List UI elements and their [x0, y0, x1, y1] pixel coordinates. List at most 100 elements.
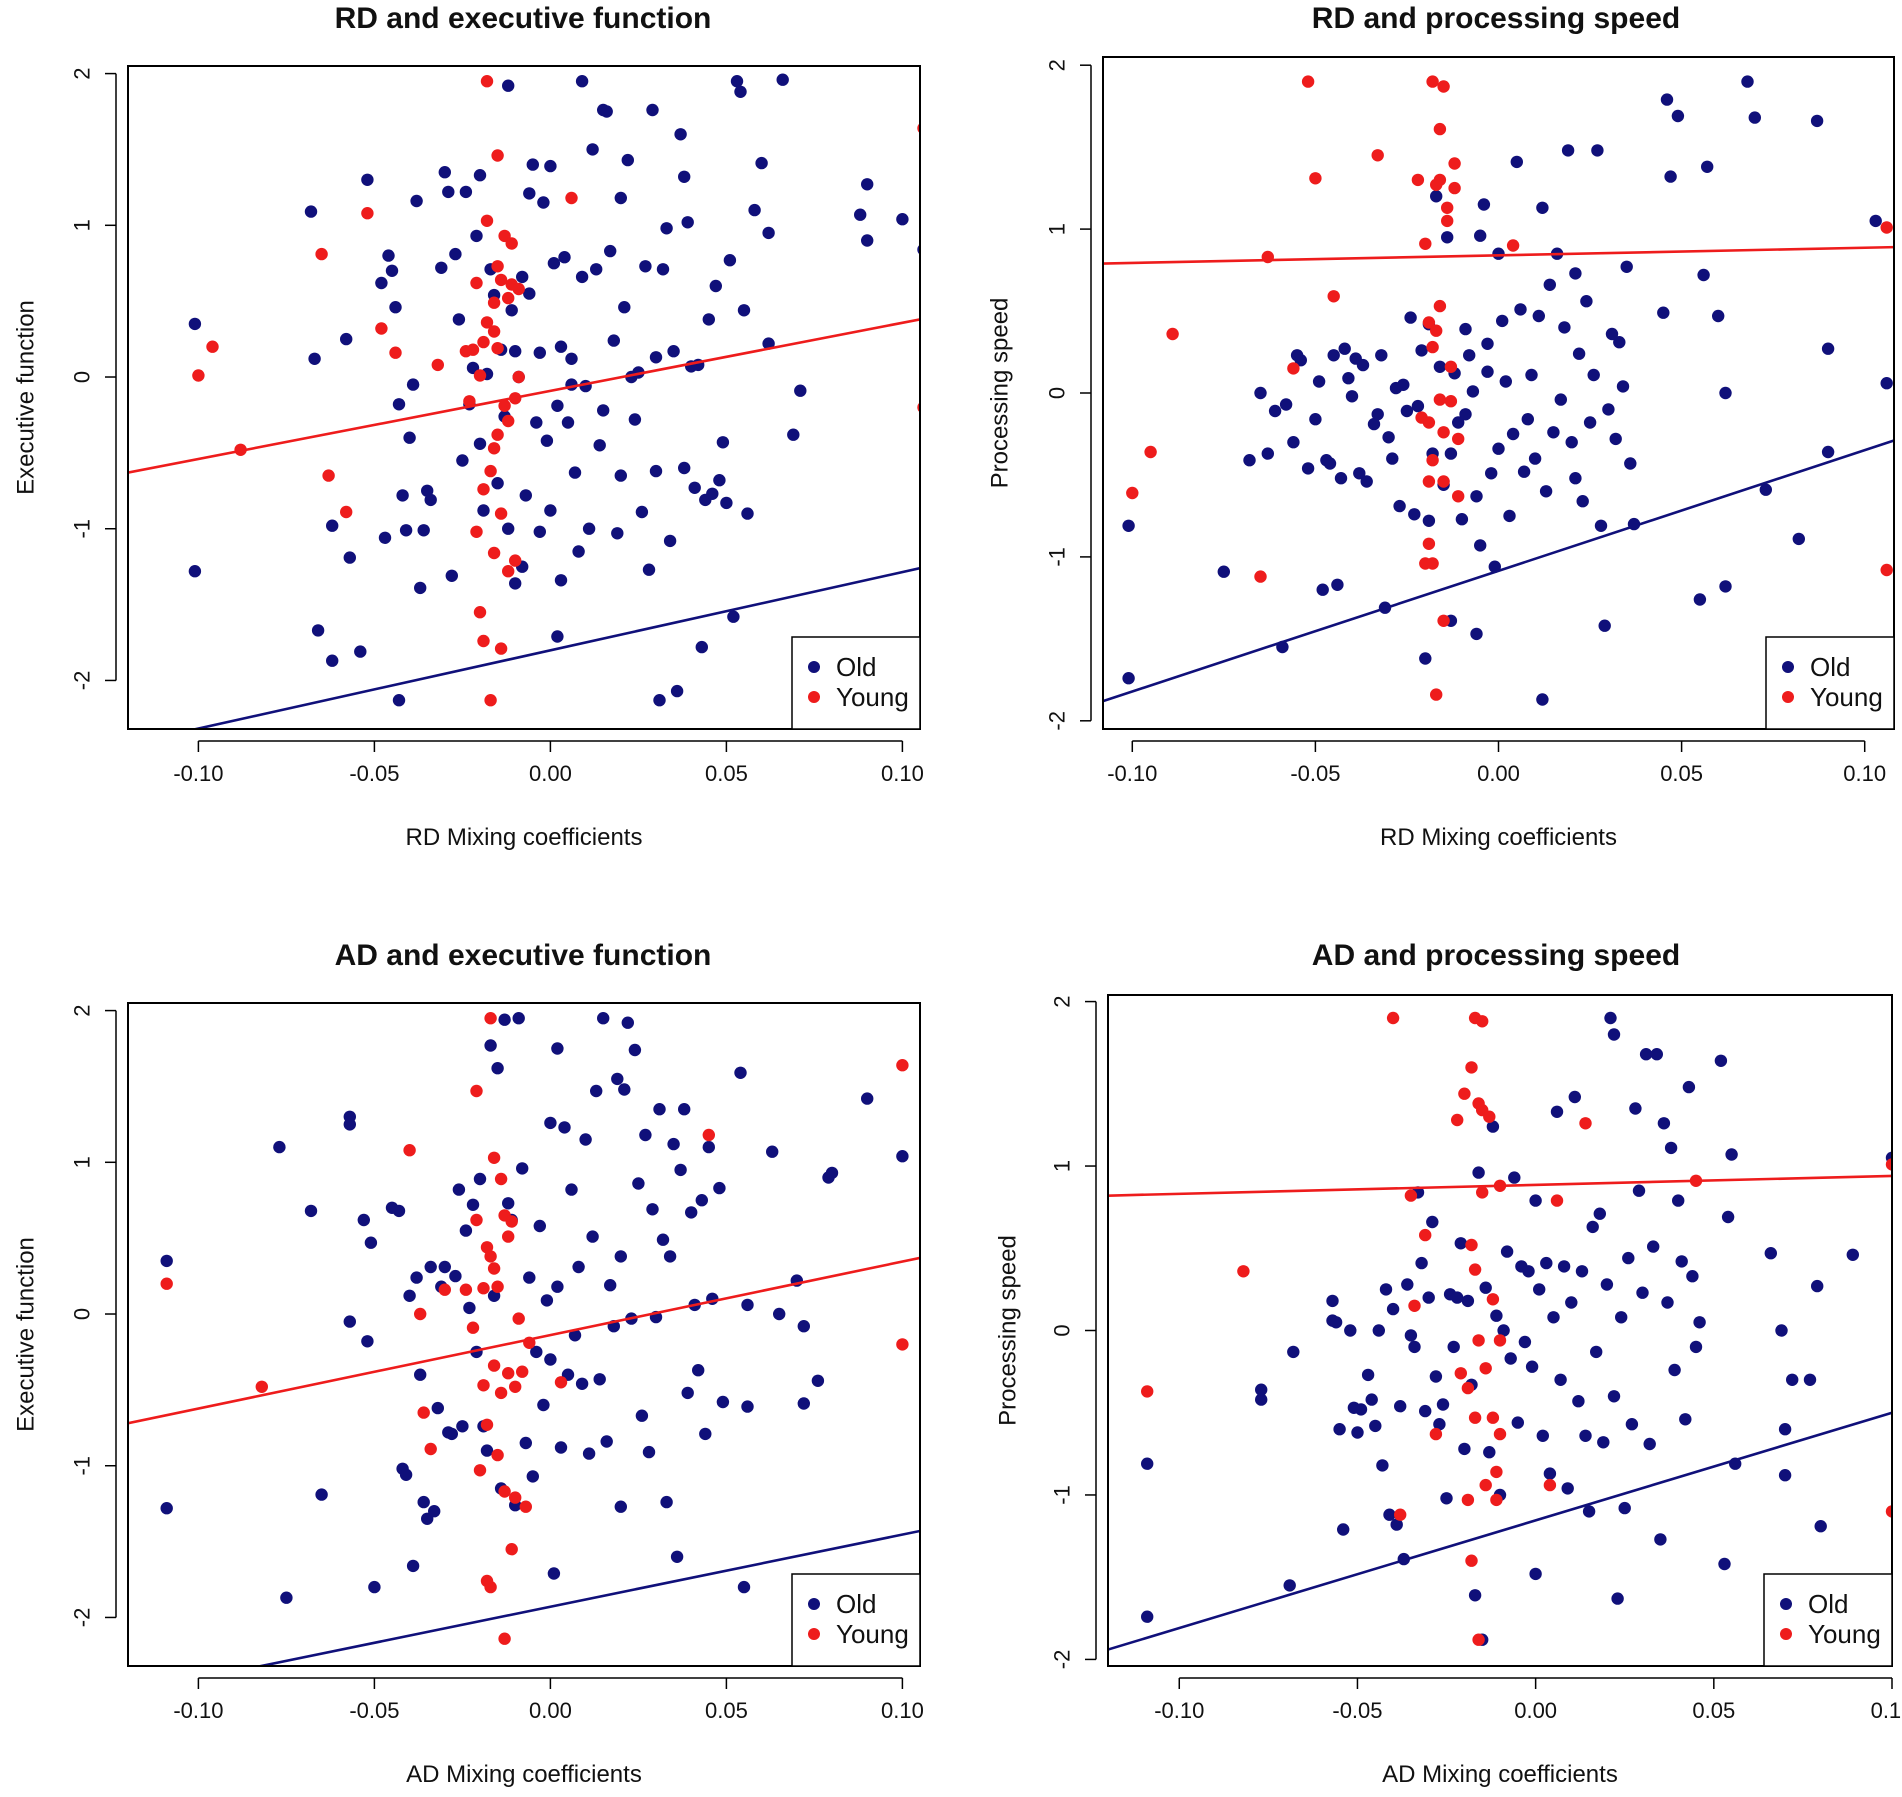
point-old	[160, 1254, 173, 1268]
point-old	[1525, 368, 1538, 382]
point-old	[593, 439, 606, 452]
point-old	[375, 276, 388, 290]
point-young	[554, 1376, 568, 1389]
point-old	[1429, 1370, 1443, 1383]
y-axis: -2 -1 0 1 2	[1045, 59, 1092, 731]
point-old	[1880, 377, 1893, 390]
point-old	[702, 1140, 715, 1154]
point-young	[1486, 1411, 1500, 1424]
point-old	[716, 1395, 730, 1409]
series-young	[192, 75, 920, 707]
point-old	[1615, 1311, 1628, 1324]
point-old	[1532, 309, 1546, 323]
y-axis: -2 -1 0 1 2	[70, 67, 117, 690]
point-old	[1481, 365, 1494, 378]
point-old	[1575, 1265, 1589, 1278]
point-old	[1376, 1459, 1389, 1472]
point-old	[1719, 580, 1732, 593]
x-axis-label: AD Mixing coefficients	[1382, 1761, 1618, 1788]
point-old	[382, 249, 395, 262]
point-young	[484, 694, 497, 707]
panel-title: RD and executive function	[335, 2, 712, 35]
point-old	[368, 1580, 381, 1594]
point-young	[516, 1365, 529, 1378]
point-old	[748, 203, 761, 217]
point-old	[414, 581, 427, 595]
point-old	[727, 610, 740, 623]
point-young	[315, 247, 328, 261]
point-young	[1493, 1334, 1507, 1347]
point-old	[399, 1468, 413, 1482]
point-old	[678, 170, 691, 183]
point-old	[1361, 1368, 1375, 1382]
point-old	[1712, 309, 1725, 323]
point-young	[512, 1312, 525, 1325]
point-old	[1255, 1383, 1268, 1396]
point-old	[417, 1495, 430, 1509]
point-old	[1323, 457, 1337, 470]
point-old	[734, 85, 747, 99]
point-old	[649, 464, 663, 478]
point-old	[512, 1012, 525, 1025]
point-old	[551, 630, 564, 643]
point-old	[551, 399, 564, 412]
point-young	[1490, 1493, 1503, 1507]
point-old	[431, 1401, 444, 1415]
point-old	[516, 270, 529, 284]
point-young	[487, 546, 501, 560]
point-old	[1671, 109, 1685, 123]
point-old	[773, 1307, 786, 1321]
point-young	[1426, 75, 1439, 88]
point-young	[477, 335, 490, 349]
point-young	[1429, 1427, 1443, 1441]
point-old	[1497, 1324, 1510, 1337]
y-tick-label: -1	[1045, 547, 1070, 567]
point-young	[470, 1084, 483, 1098]
point-old	[713, 474, 726, 487]
point-young	[1465, 1554, 1478, 1567]
plot-content	[1108, 1011, 1892, 1651]
point-old	[1461, 1294, 1475, 1308]
point-old	[611, 527, 624, 540]
point-old	[621, 153, 634, 167]
point-old	[526, 158, 539, 171]
point-old	[590, 1084, 603, 1098]
x-tick-label: 0.00	[1477, 761, 1520, 786]
point-old	[509, 577, 522, 590]
point-young	[417, 1406, 430, 1419]
legend-label-old: Old	[836, 1589, 876, 1619]
point-old	[1279, 398, 1293, 411]
x-tick-label: 0.10	[881, 761, 924, 786]
point-old	[378, 531, 392, 544]
point-old	[1748, 111, 1762, 124]
point-old	[311, 624, 325, 637]
point-old	[604, 1279, 617, 1292]
x-axis-label: RD Mixing coefficients	[406, 824, 643, 851]
point-old	[1605, 327, 1619, 341]
legend: Old Young	[1765, 636, 1895, 730]
point-old	[579, 1133, 592, 1146]
point-young	[438, 1283, 451, 1296]
point-young	[459, 1283, 473, 1296]
point-young	[491, 1280, 504, 1293]
y-axis-label: Processing speed	[995, 1235, 1022, 1426]
point-old	[523, 1271, 536, 1284]
point-old	[1660, 93, 1674, 106]
point-old	[1636, 1286, 1649, 1299]
point-old	[519, 489, 532, 502]
point-old	[794, 384, 807, 397]
point-old	[1639, 1048, 1653, 1061]
point-young	[466, 343, 480, 356]
point-young	[502, 565, 515, 578]
point-young	[1422, 316, 1436, 329]
point-old	[1643, 1437, 1656, 1451]
point-young	[1166, 327, 1179, 341]
point-old	[1459, 322, 1472, 336]
point-young	[487, 325, 501, 338]
point-old	[1458, 1442, 1471, 1456]
point-old	[1624, 457, 1637, 470]
legend-label-young: Young	[836, 682, 909, 712]
point-old	[1620, 260, 1633, 273]
point-young	[1885, 1158, 1892, 1171]
